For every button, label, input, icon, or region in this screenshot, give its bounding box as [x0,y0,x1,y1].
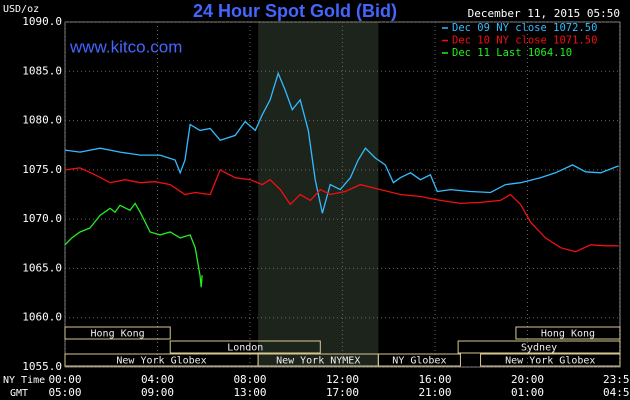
x2-tick-label: 09:00 [141,386,174,399]
session-box [480,353,621,367]
price-line [64,202,203,288]
session-label: New York Globex [505,356,595,367]
x-tick-label: 23:59 [603,373,630,386]
x2-tick-label: 05:00 [48,386,81,399]
session-label: New York Globex [116,356,206,367]
session-box [169,340,321,354]
session-label: New York NYMEX [276,356,360,367]
x-tick-label: 20:00 [511,373,544,386]
x-tick-label: 12:00 [326,373,359,386]
session-box [377,353,461,367]
y-tick-label: 1060.0 [22,311,62,324]
price-line [64,71,619,214]
y-tick-label: 1085.0 [22,64,62,77]
y-tick-label: 1055.0 [22,360,62,373]
chart-title: 24 Hour Spot Gold (Bid) [193,1,397,21]
legend-label: Dec 09 NY close 1072.50 [452,22,597,34]
session-box [457,340,621,354]
x2-tick-label: 01:00 [511,386,544,399]
y-axis-label: USD/oz [3,4,39,15]
timestamp: December 11, 2015 05:50 [468,7,620,20]
x-tick-label: 08:00 [233,373,266,386]
x2-tick-label: 04:59 [603,386,630,399]
legend-label: Dec 11 Last 1064.10 [452,47,572,59]
session-label: Hong Kong [541,329,595,340]
session-box [64,326,171,340]
x-tick-label: 04:00 [141,373,174,386]
legend-label: Dec 10 NY close 1071.50 [452,35,597,47]
session-label: Sydney [521,343,557,354]
source: www.kitco.com [69,37,182,56]
y-tick-label: 1090.0 [22,15,62,28]
price-line [64,167,619,253]
session-label: Hong Kong [91,329,145,340]
x-tick-label: 00:00 [48,373,81,386]
x-tick-label: 16:00 [418,373,451,386]
y-tick-label: 1075.0 [22,163,62,176]
x2-tick-label: 13:00 [233,386,266,399]
session-label: London [227,343,263,354]
x-axis-label: NY Time [3,375,45,386]
x2-tick-label: 21:00 [418,386,451,399]
session-box [515,326,621,340]
x2-axis-label: GMT [10,388,28,399]
session-label: NY Globex [392,356,446,367]
x2-tick-label: 17:00 [326,386,359,399]
y-tick-label: 1080.0 [22,114,62,127]
y-tick-label: 1070.0 [22,212,62,225]
y-tick-label: 1065.0 [22,261,62,274]
